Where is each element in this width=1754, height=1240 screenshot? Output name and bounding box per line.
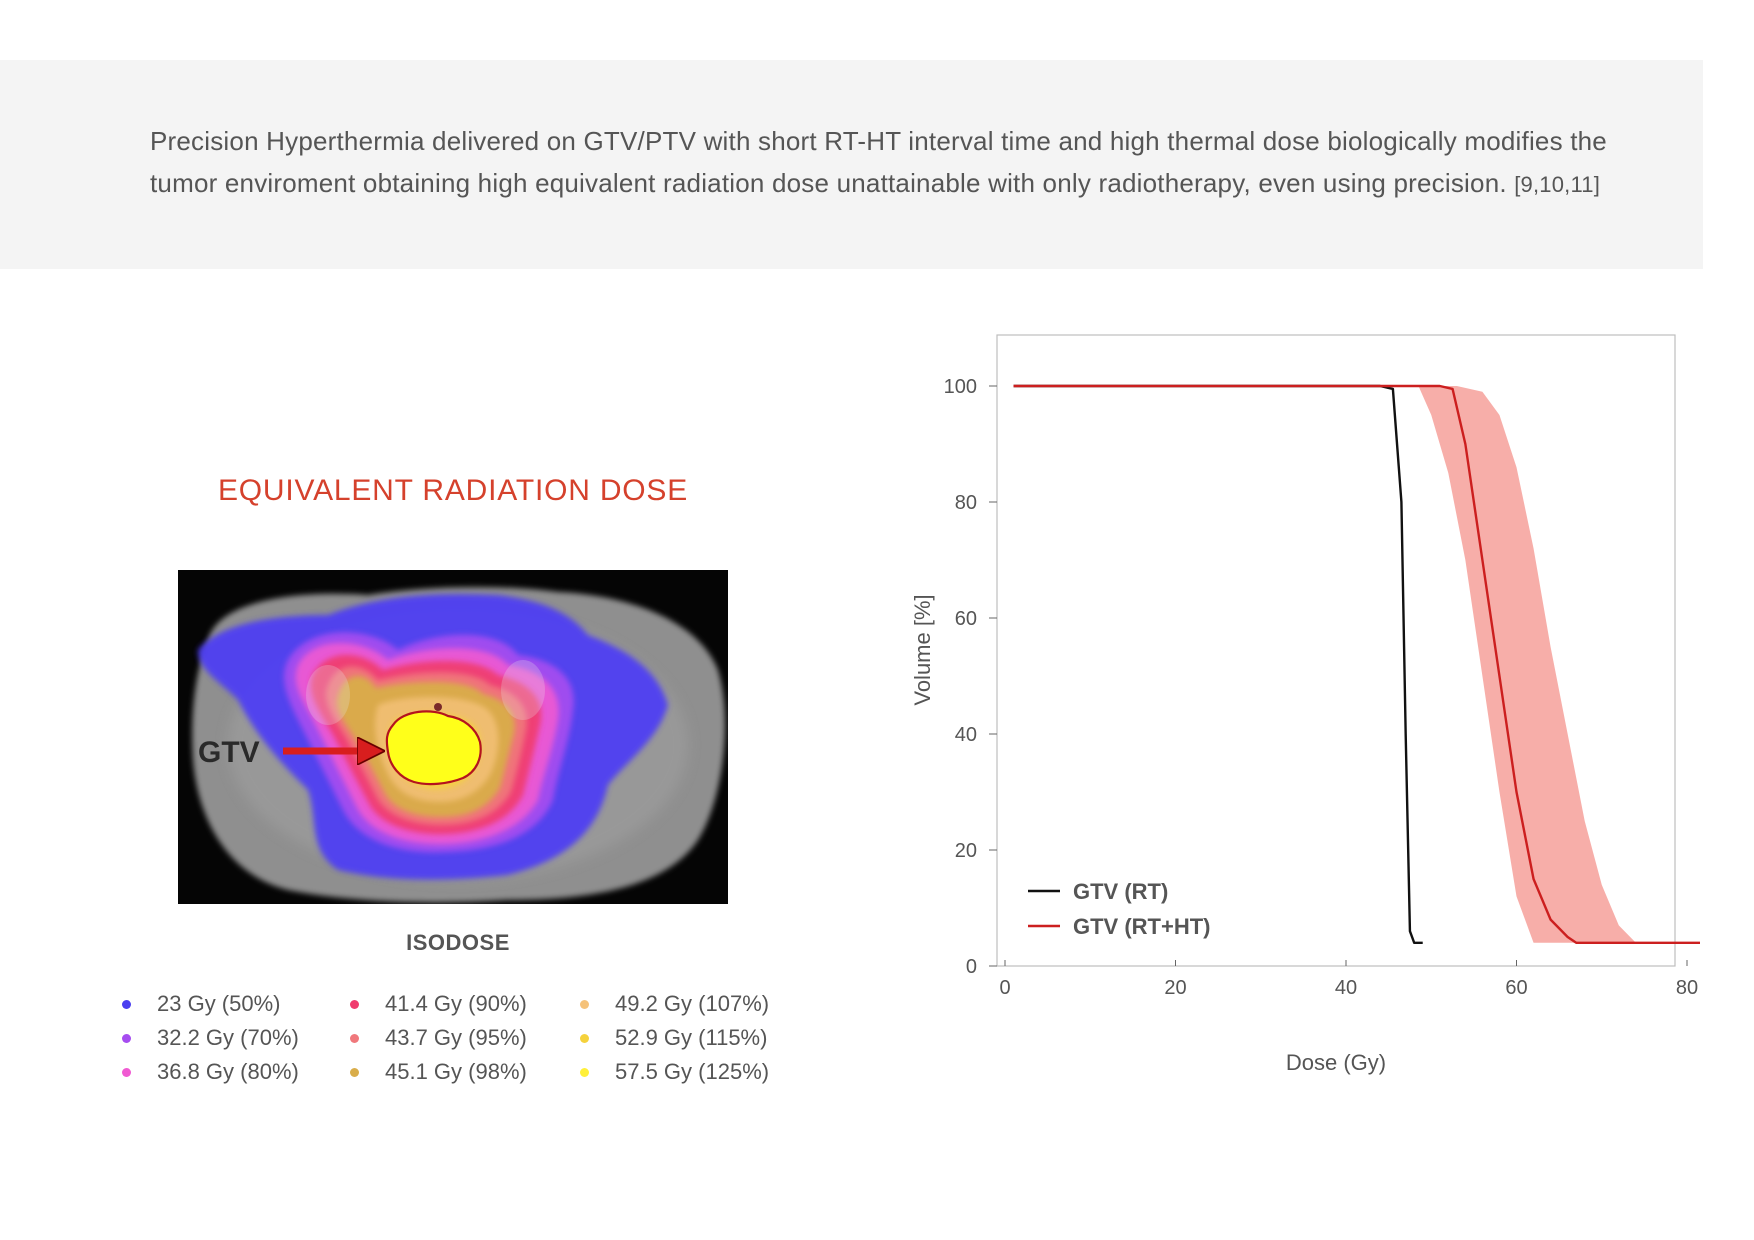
y-tick-label: 20 xyxy=(955,840,977,862)
series-line-gtv-rt xyxy=(1013,384,1423,944)
x-tick-label: 80 xyxy=(1676,977,1698,999)
legend-label: 52.9 Gy (115%) xyxy=(615,1025,768,1050)
legend-label: 32.2 Gy (70%) xyxy=(157,1025,299,1050)
dvh-chart-svg: 0 20 40 60 80 100 0 20 40 60 80 Dose (Gy) Volume [%]… xyxy=(910,334,1722,1075)
legend-dot xyxy=(122,1068,131,1077)
y-tick-label: 80 xyxy=(955,492,977,514)
confidence-band xyxy=(1418,386,1636,943)
y-tick-label: 100 xyxy=(944,376,977,398)
legend-dot xyxy=(580,1068,589,1077)
figure-title: EQUIVALENT RADIATION DOSE xyxy=(217,474,689,507)
legend-label: 23 Gy (50%) xyxy=(157,991,281,1016)
x-axis-label: Dose (Gy) xyxy=(1286,1050,1386,1075)
legend-entry: GTV (RT) xyxy=(1073,879,1168,904)
intro-body: Precision Hyperthermia delivered on GTV/… xyxy=(150,126,1607,198)
legend-label: 36.8 Gy (80%) xyxy=(157,1059,299,1084)
legend-dot xyxy=(122,1000,131,1009)
legend-entry: GTV (RT+HT) xyxy=(1073,914,1211,939)
dvh-chart: 0 20 40 60 80 100 0 20 40 60 80 Dose (Gy) Volume [%]… xyxy=(880,320,1722,1100)
legend-label: 49.2 Gy (107%) xyxy=(615,991,770,1016)
x-tick-label: 0 xyxy=(999,977,1010,999)
x-tick-label: 20 xyxy=(1164,977,1186,999)
intro-references: [9,10,11] xyxy=(1514,171,1601,197)
plot-frame xyxy=(996,334,1676,967)
legend-label: 41.4 Gy (90%) xyxy=(385,991,527,1016)
legend-dot xyxy=(350,1000,359,1009)
legend-dot xyxy=(350,1034,359,1043)
scan-gtv-label: GTV xyxy=(198,736,260,769)
y-axis-label: Volume [%] xyxy=(910,594,935,705)
series-line-gtv-rt-ht xyxy=(1013,384,1722,944)
intro-panel xyxy=(0,60,1703,269)
y-tick-label: 60 xyxy=(955,608,977,630)
isodose-title: ISODOSE xyxy=(406,930,510,955)
x-tick-label: 60 xyxy=(1505,977,1527,999)
legend-dot xyxy=(580,1034,589,1043)
y-tick-label: 0 xyxy=(966,956,977,978)
x-tick-label: 40 xyxy=(1335,977,1357,999)
legend-label: 57.5 Gy (125%) xyxy=(615,1059,770,1084)
legend-dot xyxy=(350,1068,359,1077)
legend-label: 43.7 Gy (95%) xyxy=(385,1025,527,1050)
legend-label: 45.1 Gy (98%) xyxy=(385,1059,527,1084)
y-tick-label: 40 xyxy=(955,724,977,746)
intro-text: Precision Hyperthermia delivered on GTV/… xyxy=(150,121,1630,205)
legend-dot xyxy=(122,1034,131,1043)
ct-scan-image: GTV xyxy=(178,570,728,904)
legend-dot xyxy=(580,1000,589,1009)
